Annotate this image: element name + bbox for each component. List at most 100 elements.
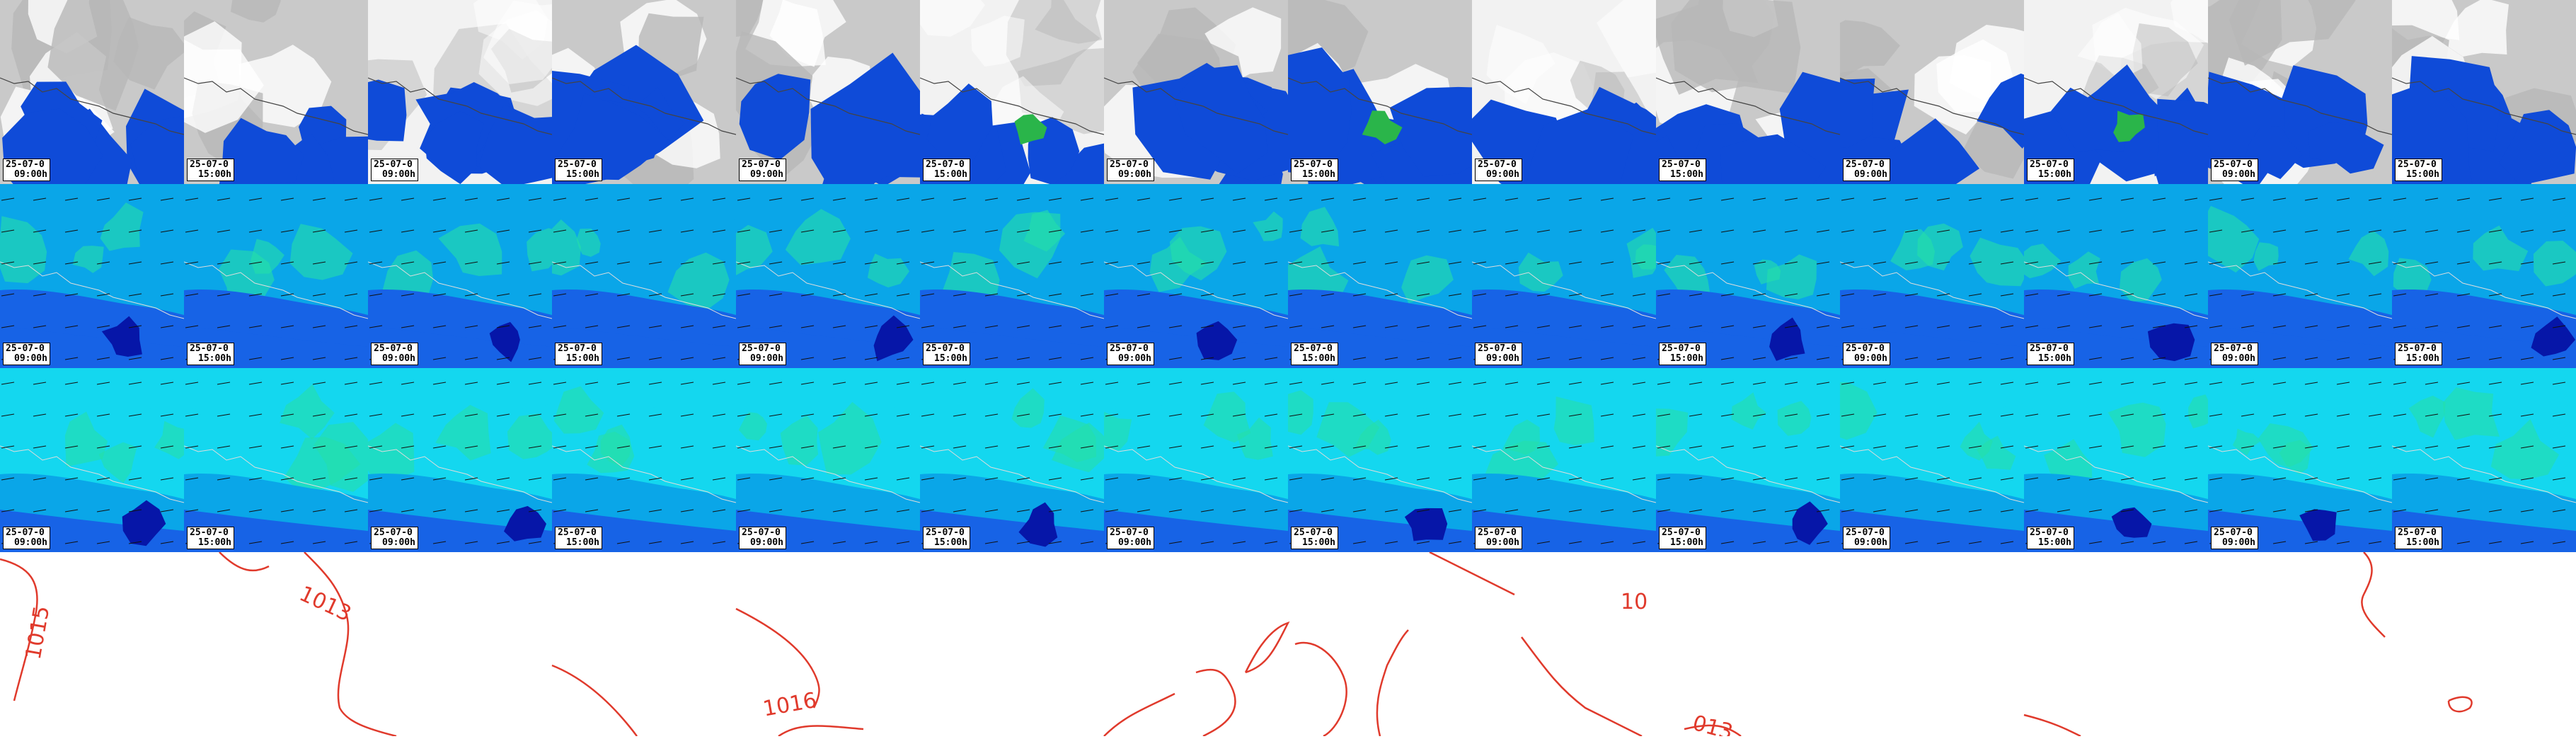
timestamp-date: 25-07-0	[1110, 159, 1149, 170]
wind-field-map	[2208, 184, 2392, 368]
wind-map-frame: 25-07-0 09:00h	[1840, 368, 2024, 552]
timestamp-time: 15:00h	[198, 537, 231, 548]
wind-field-row-2: 25-07-0 09:00h 25-07-0 15:00h 25-07-0 09:00h 2…	[0, 368, 2576, 552]
wind-field-map	[368, 368, 552, 552]
wind-field-map	[0, 184, 184, 368]
wind-map-frame: 25-07-0 09:00h	[2208, 184, 2392, 368]
timestamp-label: 25-07-0 15:00h	[2395, 159, 2442, 181]
wind-map-frame: 25-07-0 09:00h	[1104, 368, 1288, 552]
cloud-precip-map	[1656, 0, 1840, 184]
cloud-precip-map	[368, 0, 552, 184]
timestamp-time: 09:00h	[750, 169, 783, 180]
timestamp-time: 09:00h	[1118, 353, 1151, 364]
cloud-map-frame: 25-07-0 15:00h	[2392, 0, 2576, 184]
timestamp-date: 25-07-0	[1662, 159, 1701, 170]
wind-map-frame: 25-07-0 15:00h	[552, 368, 736, 552]
timestamp-date: 25-07-0	[1478, 343, 1517, 354]
timestamp-time: 15:00h	[2038, 537, 2071, 548]
timestamp-label: 25-07-0 09:00h	[739, 527, 786, 549]
timestamp-label: 25-07-0 09:00h	[2211, 527, 2258, 549]
wind-field-map	[1656, 368, 1840, 552]
wind-field-map	[552, 184, 736, 368]
wind-map-frame: 25-07-0 09:00h	[0, 368, 184, 552]
timestamp-label: 25-07-0 15:00h	[923, 159, 970, 181]
timestamp-time: 15:00h	[1670, 353, 1703, 364]
cloud-precip-map	[2024, 0, 2208, 184]
cloud-precip-map	[2392, 0, 2576, 184]
timestamp-date: 25-07-0	[6, 527, 45, 538]
timestamp-label: 25-07-0 09:00h	[1107, 159, 1154, 181]
cloud-precip-map	[552, 0, 736, 184]
wind-map-frame: 25-07-0 15:00h	[2392, 368, 2576, 552]
timestamp-label: 25-07-0 09:00h	[1107, 343, 1154, 365]
timestamp-date: 25-07-0	[742, 159, 781, 170]
timestamp-date: 25-07-0	[2030, 527, 2069, 538]
timestamp-label: 25-07-0 09:00h	[3, 343, 50, 365]
isobar-row: 1015 1013 1016 10 013	[0, 551, 2576, 739]
cloud-map-frame: 25-07-0 09:00h	[736, 0, 920, 184]
wind-map-frame: 25-07-0 09:00h	[1104, 184, 1288, 368]
timestamp-time: 15:00h	[1670, 169, 1703, 180]
cloud-map-frame: 25-07-0 15:00h	[552, 0, 736, 184]
timestamp-label: 25-07-0 09:00h	[1843, 343, 1890, 365]
cloud-map-frame: 25-07-0 09:00h	[2208, 0, 2392, 184]
wind-field-map	[1840, 184, 2024, 368]
timestamp-time: 15:00h	[1302, 537, 1335, 548]
cloud-precip-map	[1104, 0, 1288, 184]
timestamp-label: 25-07-0 09:00h	[1843, 527, 1890, 549]
cloud-precip-map	[1472, 0, 1656, 184]
timestamp-time: 15:00h	[198, 353, 231, 364]
timestamp-date: 25-07-0	[2398, 343, 2437, 354]
timestamp-date: 25-07-0	[2214, 343, 2253, 354]
timestamp-time: 15:00h	[2038, 169, 2071, 180]
timestamp-date: 25-07-0	[1846, 159, 1885, 170]
timestamp-time: 09:00h	[1118, 537, 1151, 548]
timestamp-date: 25-07-0	[6, 343, 45, 354]
timestamp-date: 25-07-0	[1846, 343, 1885, 354]
wind-map-frame: 25-07-0 09:00h	[2208, 368, 2392, 552]
timestamp-date: 25-07-0	[190, 527, 229, 538]
cloud-map-frame: 25-07-0 15:00h	[184, 0, 368, 184]
timestamp-time: 15:00h	[1302, 169, 1335, 180]
wind-map-frame: 25-07-0 09:00h	[1472, 184, 1656, 368]
timestamp-time: 09:00h	[2222, 537, 2255, 548]
cloud-precip-map	[1840, 0, 2024, 184]
timestamp-time: 15:00h	[566, 169, 599, 180]
timestamp-date: 25-07-0	[1294, 527, 1333, 538]
cloud-map-frame: 25-07-0 09:00h	[1840, 0, 2024, 184]
timestamp-date: 25-07-0	[926, 343, 965, 354]
timestamp-label: 25-07-0 09:00h	[1475, 343, 1522, 365]
timestamp-label: 25-07-0 15:00h	[2027, 159, 2074, 181]
wind-field-map	[0, 368, 184, 552]
wind-field-map	[1104, 368, 1288, 552]
timestamp-label: 25-07-0 15:00h	[187, 527, 234, 549]
timestamp-time: 09:00h	[1118, 169, 1151, 180]
wind-map-frame: 25-07-0 15:00h	[920, 368, 1104, 552]
wind-field-map	[2208, 368, 2392, 552]
timestamp-label: 25-07-0 15:00h	[187, 159, 234, 181]
wind-field-map	[1840, 368, 2024, 552]
svg-text:10: 10	[1621, 590, 1648, 614]
timestamp-date: 25-07-0	[1478, 159, 1517, 170]
timestamp-date: 25-07-0	[6, 159, 45, 170]
timestamp-label: 25-07-0 15:00h	[555, 159, 602, 181]
timestamp-label: 25-07-0 09:00h	[2211, 159, 2258, 181]
wind-field-map	[1656, 184, 1840, 368]
timestamp-date: 25-07-0	[1662, 343, 1701, 354]
wind-map-frame: 25-07-0 15:00h	[552, 184, 736, 368]
timestamp-date: 25-07-0	[2030, 343, 2069, 354]
timestamp-time: 15:00h	[2406, 169, 2439, 180]
wind-map-frame: 25-07-0 09:00h	[1472, 368, 1656, 552]
timestamp-label: 25-07-0 09:00h	[371, 527, 418, 549]
timestamp-time: 15:00h	[198, 169, 231, 180]
timestamp-date: 25-07-0	[2214, 159, 2253, 170]
svg-text:1016: 1016	[761, 688, 818, 722]
wind-field-map	[552, 368, 736, 552]
timestamp-label: 25-07-0 15:00h	[1291, 159, 1338, 181]
wind-map-frame: 25-07-0 15:00h	[1288, 368, 1472, 552]
timestamp-time: 09:00h	[1486, 353, 1519, 364]
timestamp-date: 25-07-0	[1294, 343, 1333, 354]
timestamp-time: 09:00h	[750, 537, 783, 548]
wind-field-map	[2392, 184, 2576, 368]
isobar-map: 1015 1013 1016 10 013	[0, 551, 2473, 739]
